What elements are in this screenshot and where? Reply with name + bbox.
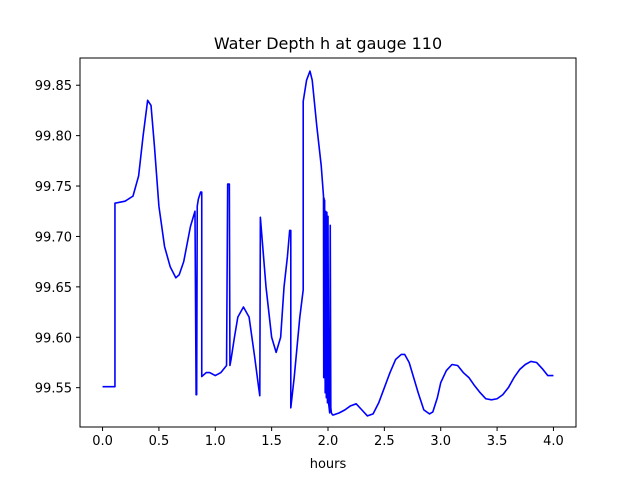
x-tick-label: 4.0 [543, 434, 564, 449]
x-tick-label: 1.0 [205, 434, 226, 449]
y-axis-ticks: 99.55 99.60 99.65 99.70 99.75 99.80 99.85 [35, 79, 80, 397]
y-tick-label: 99.85 [35, 79, 72, 94]
x-tick-label: 2.0 [318, 434, 339, 449]
y-tick-label: 99.55 [35, 382, 72, 397]
x-tick-label: 3.0 [430, 434, 451, 449]
x-tick-label: 0.0 [92, 434, 113, 449]
y-tick-label: 99.65 [35, 281, 72, 296]
x-axis-label: hours [310, 457, 347, 472]
x-axis-ticks: 0.0 0.5 1.0 1.5 2.0 2.5 3.0 3.5 4.0 [92, 427, 564, 449]
series-line-0 [102, 70, 554, 417]
plot-area [102, 70, 554, 417]
y-tick-label: 99.70 [35, 230, 72, 245]
y-tick-label: 99.80 [35, 130, 72, 145]
x-tick-label: 1.5 [261, 434, 282, 449]
x-tick-label: 3.5 [487, 434, 508, 449]
x-tick-label: 2.5 [374, 434, 395, 449]
y-tick-label: 99.75 [35, 180, 72, 195]
axes-frame [79, 57, 577, 428]
y-tick-label: 99.60 [35, 331, 72, 346]
x-tick-label: 0.5 [149, 434, 170, 449]
chart-title: Water Depth h at gauge 110 [214, 34, 442, 53]
